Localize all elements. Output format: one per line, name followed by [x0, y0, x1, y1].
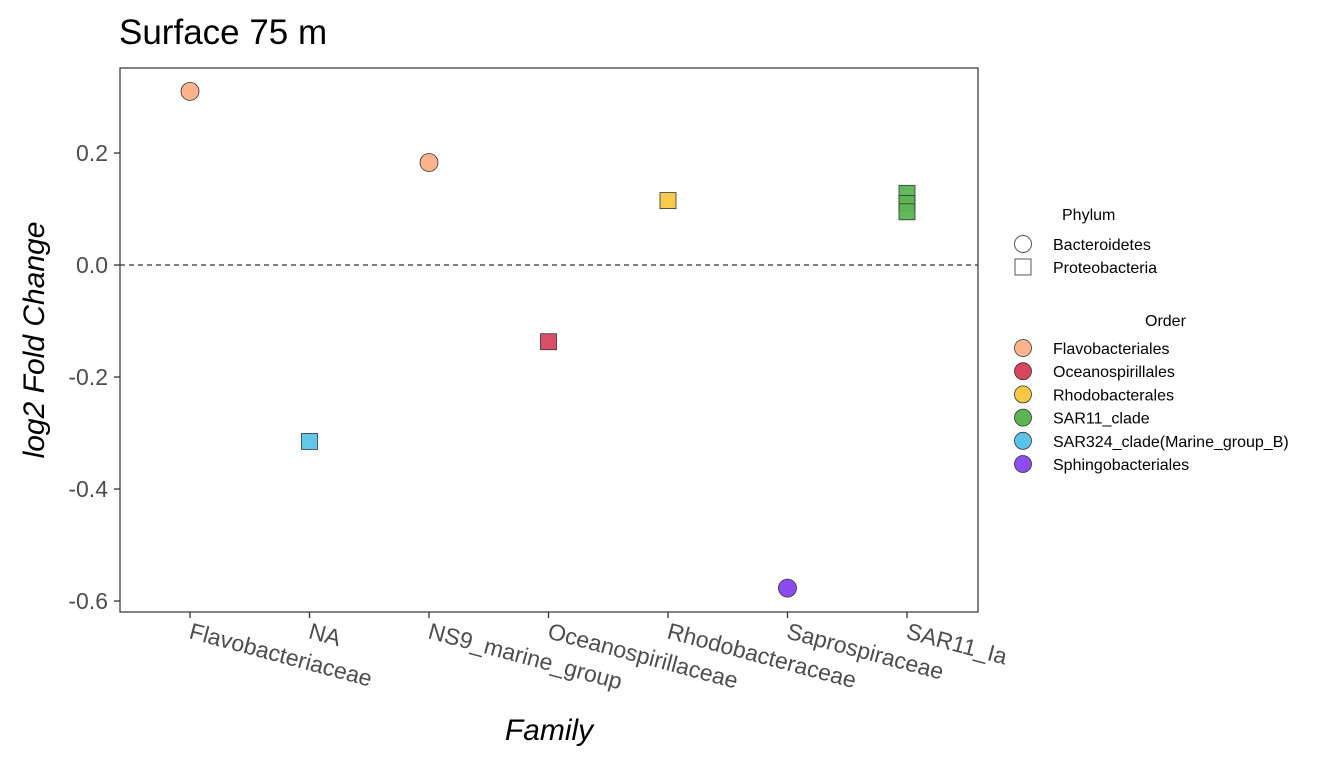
legend-key-color [1014, 362, 1032, 381]
x-tick-label: Flavobacteriaceae [187, 618, 375, 692]
legend-order-label: SAR11_clade [1053, 411, 1150, 428]
y-axis-title: log2 Fold Change [18, 222, 51, 459]
legend-key-color [1014, 385, 1032, 404]
y-axis: 0.2 0.0 -0.2 -0.4 -0.6 [68, 140, 120, 614]
data-point [659, 192, 677, 210]
legend-order-label: Flavobacteriales [1053, 341, 1170, 358]
data-point [778, 578, 797, 598]
legend-order: Flavobacteriales Oceanospirillales Rhodoba… [1014, 339, 1289, 474]
legend-order-label: Rhodobacterales [1053, 387, 1174, 404]
legend-key-color [1014, 408, 1032, 427]
data-point [540, 333, 557, 351]
y-tick-label: 0.2 [76, 140, 108, 166]
legend-order-title: Order [1145, 313, 1187, 330]
legend-order-label: Oceanospirillales [1053, 364, 1175, 381]
legend-key-circle [1014, 235, 1032, 253]
legend-phylum-label: Proteobacteria [1053, 260, 1157, 277]
data-point [419, 153, 439, 172]
legend-order-label: Sphingobacteriales [1053, 457, 1189, 474]
x-tick-label: NA [306, 618, 344, 652]
x-axis-title: Family [505, 714, 595, 747]
data-points [180, 82, 916, 598]
legend-phylum-label: Bacteroidetes [1053, 237, 1151, 254]
y-tick-label: -0.4 [68, 476, 108, 502]
legend-key-color [1014, 339, 1032, 357]
legend-key-square [1014, 258, 1032, 276]
y-tick-label: 0.0 [76, 252, 108, 278]
data-point [301, 432, 318, 450]
legend-key-color [1014, 455, 1032, 473]
legend: Phylum Bacteroidetes Proteobacteria Order… [1014, 207, 1289, 474]
y-tick-label: -0.6 [68, 588, 108, 614]
legend-phylum-title: Phylum [1062, 207, 1115, 224]
data-point [180, 82, 200, 101]
legend-order-label: SAR324_clade(Marine_group_B) [1053, 434, 1289, 451]
y-tick-label: -0.2 [68, 364, 108, 390]
legend-key-color [1014, 431, 1032, 450]
data-point [898, 203, 916, 221]
chart-title: Surface 75 m [119, 13, 327, 52]
legend-phylum: Bacteroidetes Proteobacteria [1014, 235, 1157, 277]
